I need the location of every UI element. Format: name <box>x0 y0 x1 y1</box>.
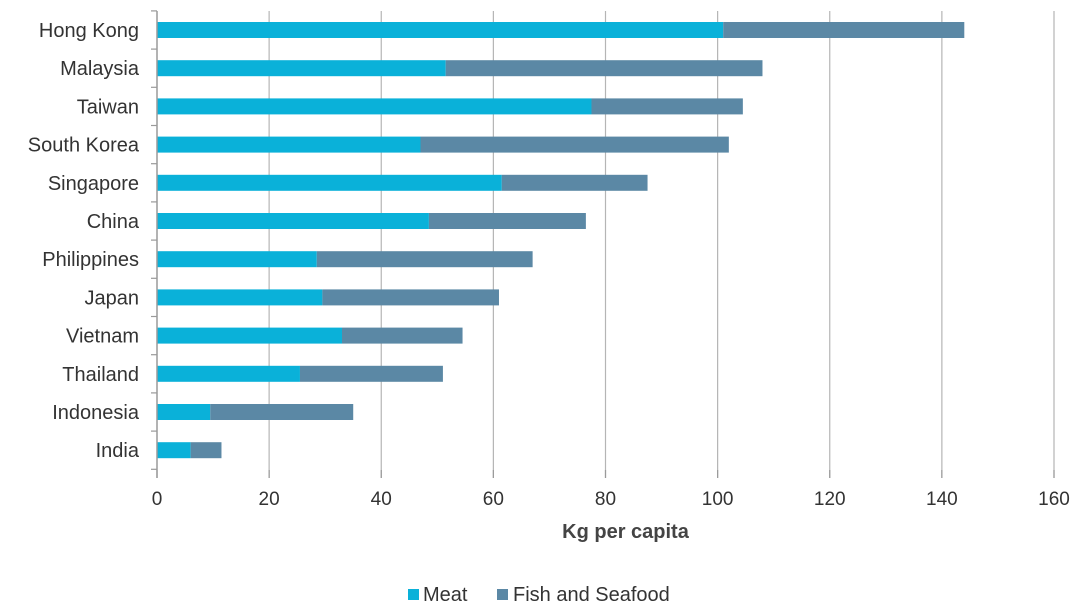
category-labels: Hong Kong Malaysia Taiwan South Korea Singap… <box>28 20 140 462</box>
category-label: Vietnam <box>66 326 139 348</box>
category-label: South Korea <box>28 135 140 157</box>
bar-philippines-meat <box>157 251 317 268</box>
x-axis-title: Kg per capita <box>562 521 690 543</box>
legend-swatch-fish-and-seafood <box>497 589 508 600</box>
bar-japan-meat <box>157 289 323 306</box>
axes <box>151 10 1055 478</box>
bar-china-fish-and-seafood <box>428 213 586 229</box>
bar-indonesia-meat <box>157 404 211 420</box>
legend-label: Fish and Seafood <box>513 584 670 606</box>
legend: Meat Fish and Seafood <box>408 584 670 606</box>
x-tick-label: 60 <box>483 489 504 510</box>
legend-label: Meat <box>423 584 468 606</box>
category-label: Philippines <box>42 249 139 271</box>
category-label: India <box>96 440 140 462</box>
bar-thailand-meat <box>157 365 300 382</box>
bar-indonesia-fish-and-seafood <box>210 404 354 420</box>
x-tick-label: 100 <box>702 489 734 510</box>
bar-china-meat <box>157 213 429 229</box>
category-label: Singapore <box>48 173 139 195</box>
x-tick-label: 120 <box>814 489 846 510</box>
bar-philippines-fish-and-seafood <box>316 251 533 268</box>
bar-hong-kong-meat <box>157 22 724 38</box>
category-label: Malaysia <box>60 58 140 80</box>
category-label: Hong Kong <box>39 20 139 42</box>
legend-swatch-meat <box>408 589 419 600</box>
bar-thailand-fish-and-seafood <box>299 365 443 382</box>
bar-vietnam-meat <box>157 327 343 344</box>
bar-taiwan-fish-and-seafood <box>591 98 743 115</box>
bar-south-korea-meat <box>157 136 421 153</box>
gridlines <box>268 11 1055 478</box>
bar-malaysia-fish-and-seafood <box>445 60 763 77</box>
x-tick-label: 40 <box>371 489 392 510</box>
category-label: Japan <box>85 287 140 309</box>
bar-hong-kong-fish-and-seafood <box>723 22 965 38</box>
bar-singapore-meat <box>157 174 502 191</box>
x-tick-label: 0 <box>152 489 163 510</box>
bar-vietnam-fish-and-seafood <box>342 327 463 344</box>
x-tick-labels: 0 20 40 60 80 100 120 140 160 <box>152 489 1070 510</box>
bar-malaysia-meat <box>157 60 446 77</box>
x-tick-label: 140 <box>926 489 958 510</box>
bar-singapore-fish-and-seafood <box>501 174 648 191</box>
bars <box>157 22 965 459</box>
bar-japan-fish-and-seafood <box>322 289 499 306</box>
category-label: Thailand <box>62 364 139 386</box>
category-label: Taiwan <box>77 96 139 118</box>
bar-taiwan-meat <box>157 98 592 115</box>
bar-india-fish-and-seafood <box>190 442 222 459</box>
x-tick-label: 160 <box>1038 489 1070 510</box>
category-label: Indonesia <box>52 402 140 424</box>
category-label: China <box>87 211 140 233</box>
bar-south-korea-fish-and-seafood <box>420 136 729 153</box>
x-tick-label: 80 <box>595 489 616 510</box>
bar-india-meat <box>157 442 191 459</box>
x-tick-label: 20 <box>259 489 280 510</box>
